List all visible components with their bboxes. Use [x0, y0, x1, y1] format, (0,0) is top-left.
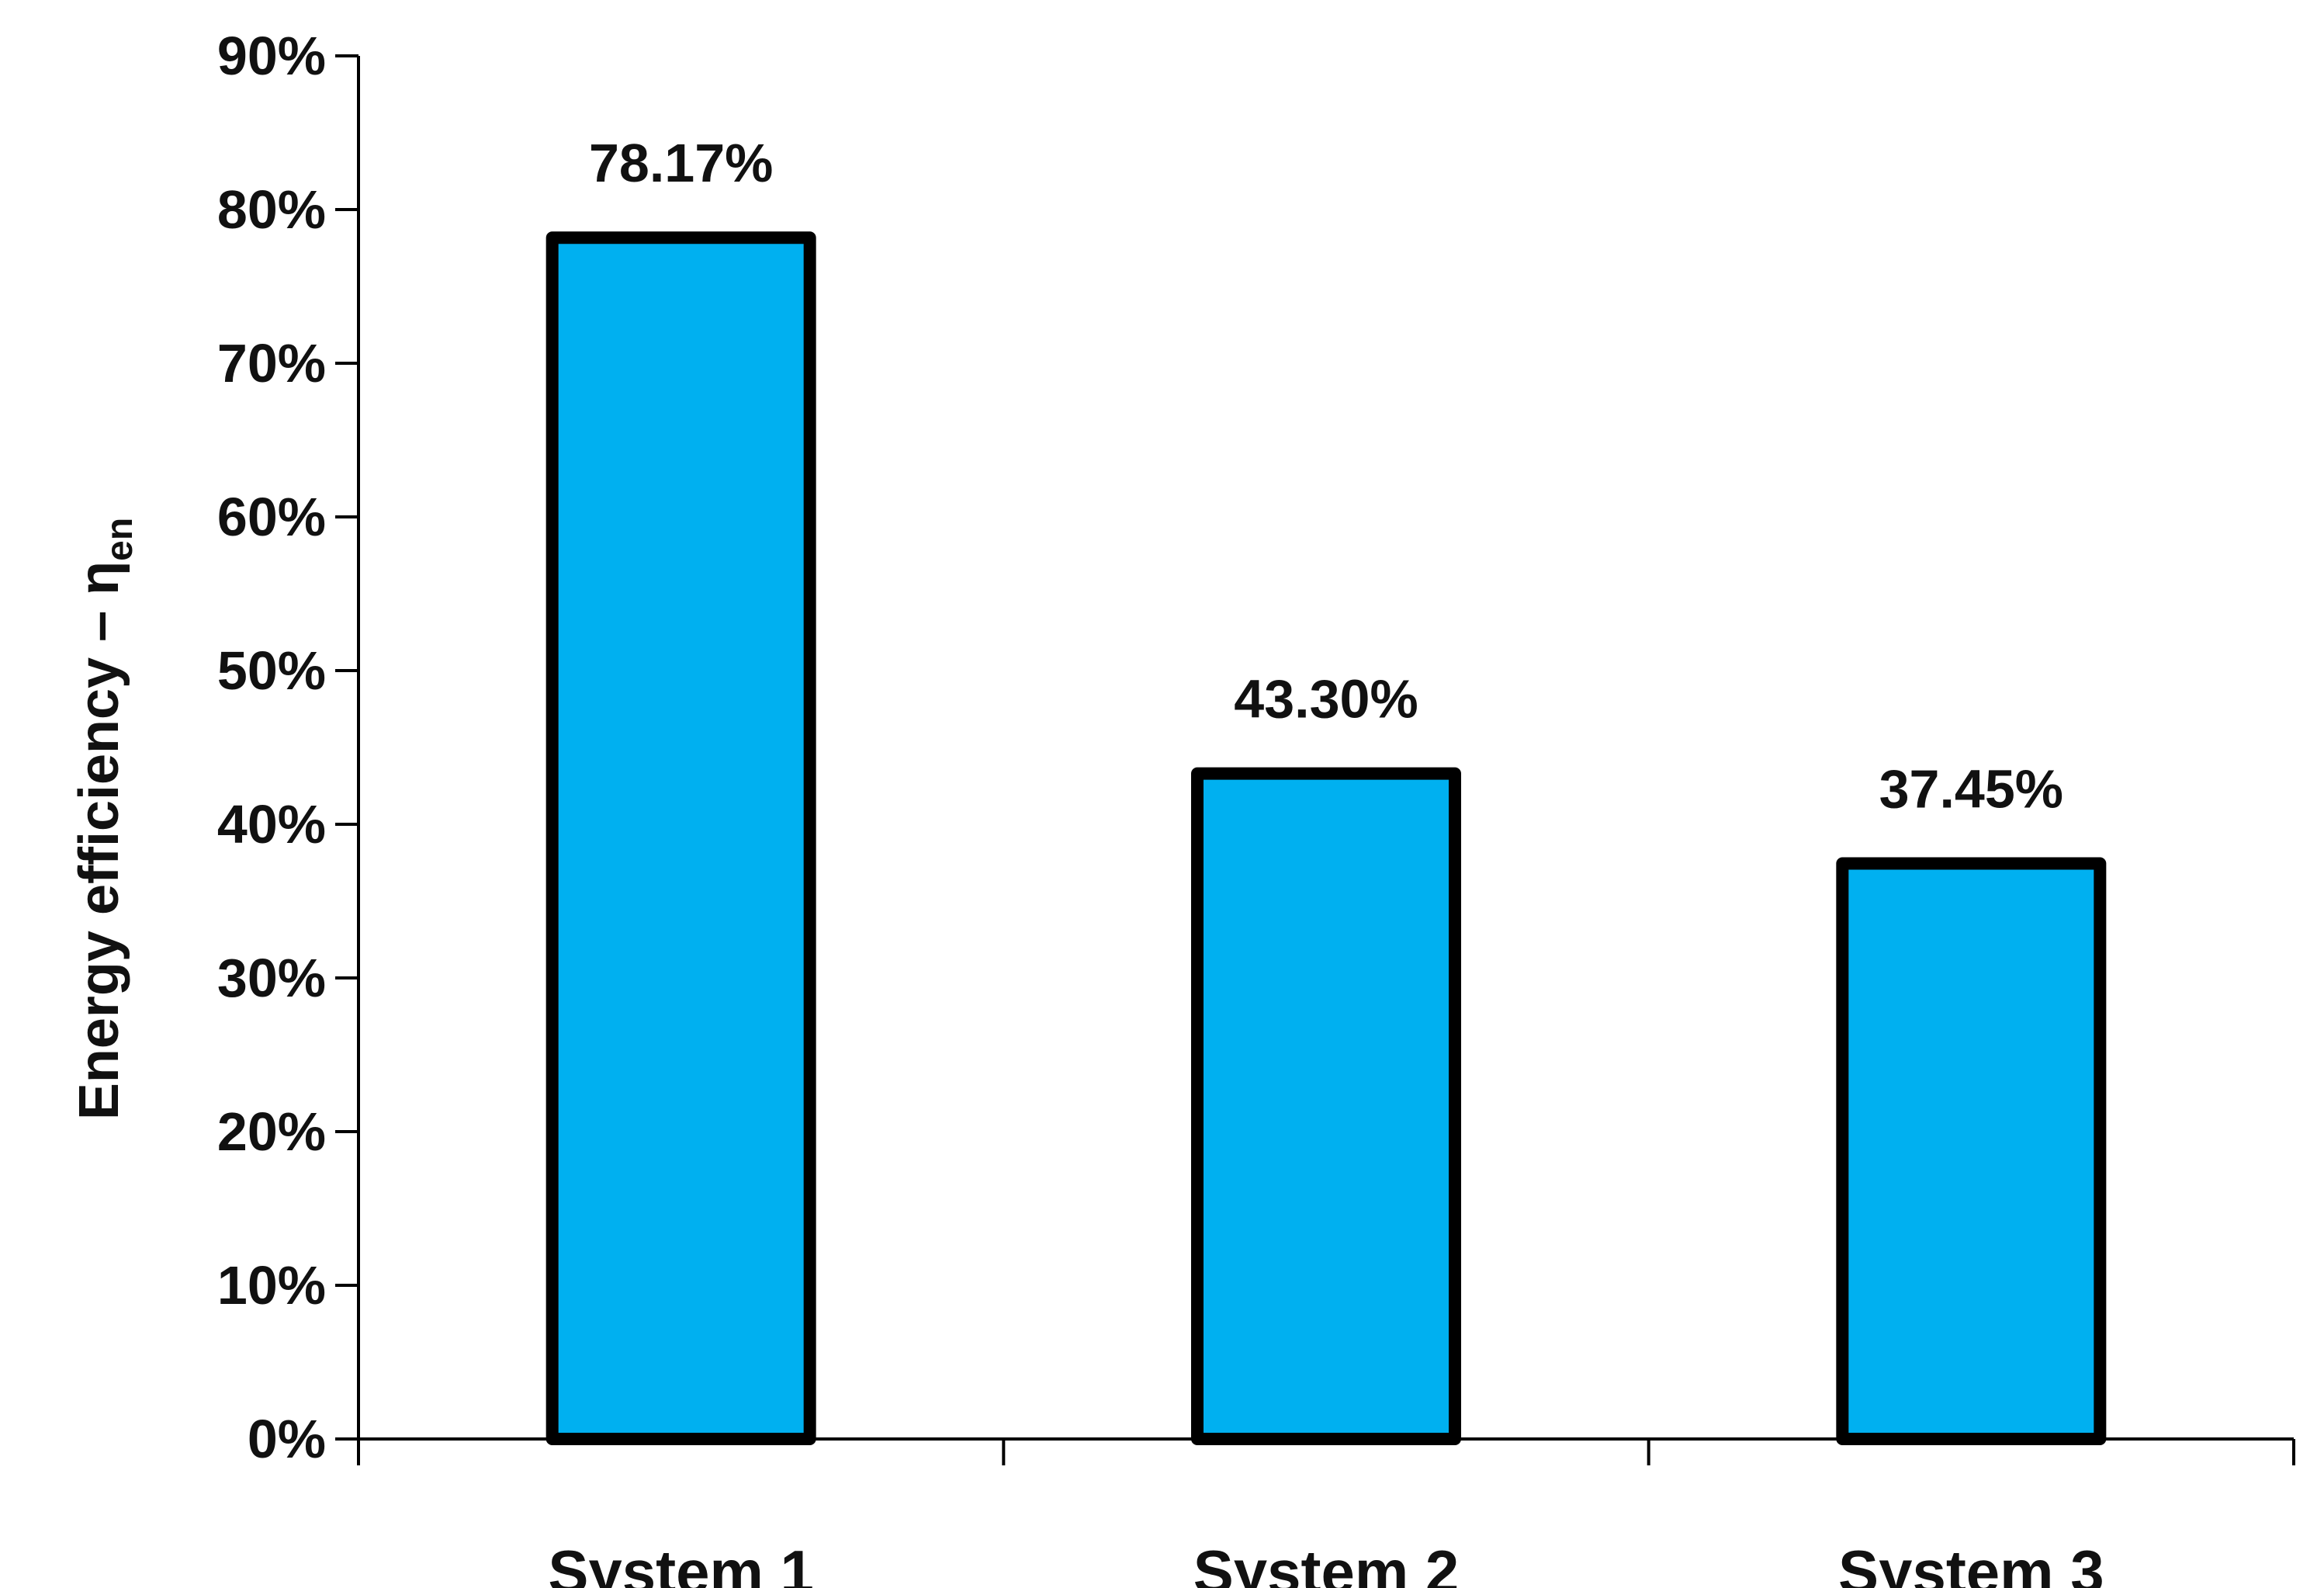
x-category-label-1: System 1 — [548, 1538, 814, 1588]
bar-2 — [1191, 767, 1461, 1445]
y-tick-label: 50% — [217, 640, 326, 701]
data-label-2: 43.30% — [1234, 669, 1418, 730]
bars: 78.17% 43.30% 37.45% — [545, 133, 2107, 1445]
y-tick-label: 20% — [217, 1101, 326, 1162]
y-tick-label: 40% — [217, 794, 326, 855]
bar-3 — [1836, 857, 2107, 1445]
bar-1 — [545, 231, 816, 1445]
y-axis-label: Energy efficiency – ηen — [68, 518, 140, 1120]
y-axis-ticks: 0% 10% 20% 30% 40% 50% 60% 70% 80% 90% — [217, 26, 358, 1469]
y-tick-label: 30% — [217, 948, 326, 1008]
y-axis-label-subscript: en — [99, 518, 140, 561]
data-label-3: 37.45% — [1879, 758, 2063, 819]
y-tick-label: 0% — [248, 1409, 326, 1469]
y-tick-label: 60% — [217, 487, 326, 547]
y-tick-label: 10% — [217, 1255, 326, 1316]
y-axis-title: Energy efficiency – ηen — [68, 518, 140, 1120]
y-tick-label: 70% — [217, 333, 326, 394]
x-category-label-3: System 3 — [1838, 1538, 2104, 1588]
axes: System 1 System 2 System 3 — [357, 56, 2295, 1588]
y-tick-label: 90% — [217, 26, 326, 86]
y-axis-label-main: Energy efficiency – η — [68, 561, 130, 1120]
x-category-label-2: System 2 — [1193, 1538, 1460, 1588]
data-label-1: 78.17% — [589, 133, 773, 193]
y-tick-label: 80% — [217, 179, 326, 240]
